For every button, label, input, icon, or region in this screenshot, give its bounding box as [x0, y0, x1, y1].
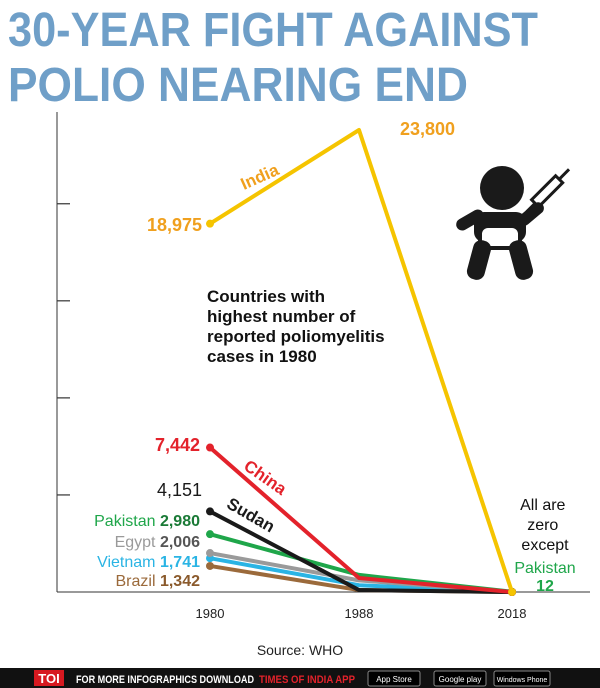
point: [508, 588, 516, 596]
subtitle: Countries with highest number of reporte…: [207, 287, 389, 366]
x-tick-label: 1988: [345, 606, 374, 621]
series-label: Pakistan: [94, 513, 155, 530]
value-number: 1,342: [160, 573, 200, 590]
value-label: 7,442: [155, 435, 200, 455]
series-label: Egypt: [115, 534, 156, 551]
value-number: 1,741: [160, 554, 200, 571]
point: [206, 507, 214, 516]
footer-app: TIMES OF INDIA APP: [259, 674, 355, 686]
x-tick-label: 2018: [498, 606, 527, 621]
value-label: 12: [536, 578, 554, 595]
value-label: Pakistan 2,980: [94, 513, 200, 530]
subtitle-line: reported poliomyelitis: [207, 327, 385, 346]
title-line: POLIO NEARING END: [8, 59, 468, 112]
series-label: Pakistan: [514, 560, 575, 577]
series-label: Brazil: [115, 573, 155, 590]
annotation-line: All are: [520, 497, 565, 514]
value-label: 23,800: [400, 119, 455, 139]
x-tick-label: 1980: [196, 606, 225, 621]
point: [206, 549, 214, 558]
point: [206, 219, 214, 228]
line: [208, 446, 513, 594]
subtitle-line: highest number of: [207, 307, 356, 326]
series-label: China: [240, 456, 290, 499]
annotation-line: except: [521, 537, 569, 554]
badge[interactable]: [493, 670, 551, 687]
title-line: 30-YEAR FIGHT AGAINST: [8, 4, 538, 57]
series-label: Vietnam: [97, 554, 155, 571]
source: Source: WHO: [257, 642, 343, 658]
point: [206, 443, 214, 452]
badge-text: Google play: [439, 675, 482, 684]
badge[interactable]: [433, 670, 487, 687]
annotation-line: zero: [527, 517, 558, 534]
brand-box: [34, 670, 64, 686]
value-label: 18,975: [147, 215, 202, 235]
badge-text: Windows Phone: [497, 677, 548, 684]
subtitle-line: Countries with: [207, 287, 325, 306]
value-label: Egypt 2,006: [115, 534, 201, 551]
footer-text: FOR MORE INFOGRAPHICS DOWNLOAD: [76, 674, 254, 686]
brand: TOI: [38, 671, 59, 686]
line: [208, 128, 514, 593]
value-label: Brazil 1,342: [115, 573, 200, 590]
subtitle-line: cases in 1980: [207, 347, 317, 366]
baby-icon: [456, 166, 571, 280]
point: [206, 561, 214, 570]
annotation: All are zero except: [520, 497, 570, 554]
line: [209, 509, 513, 594]
value-number: 2,980: [160, 513, 200, 530]
value-label: Vietnam 1,741: [97, 554, 200, 571]
point: [206, 530, 214, 539]
series-label: India: [238, 160, 282, 194]
badge-text: App Store: [376, 675, 412, 684]
value-number: 2,006: [160, 534, 200, 551]
value-label: 4,151: [157, 480, 202, 500]
badge[interactable]: [367, 670, 421, 687]
footer: TOI FOR MORE INFOGRAPHICS DOWNLOAD TIMES…: [0, 668, 600, 688]
